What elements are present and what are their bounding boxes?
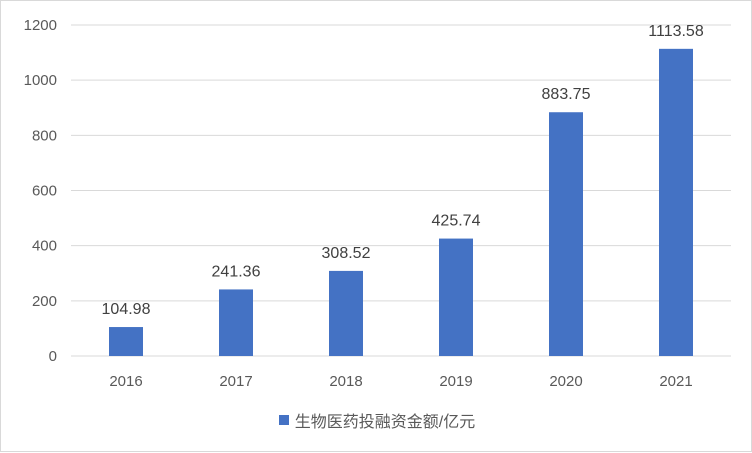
bar: [219, 289, 253, 356]
y-tick-label: 1000: [24, 72, 57, 89]
y-tick-label: 400: [32, 238, 57, 255]
bar: [549, 112, 583, 356]
legend: 生物医药投融资金额/亿元: [1, 408, 752, 432]
data-label: 883.75: [542, 86, 591, 103]
x-tick-label: 2018: [329, 373, 362, 390]
data-label: 308.52: [322, 245, 371, 262]
y-tick-label: 200: [32, 293, 57, 310]
bar: [659, 48, 693, 356]
data-label: 241.36: [212, 263, 261, 280]
data-label: 425.74: [432, 213, 481, 230]
x-tick-label: 2017: [219, 373, 252, 390]
data-label: 1113.58: [648, 23, 704, 40]
y-tick-label: 800: [32, 127, 57, 144]
data-label: 104.98: [102, 301, 151, 318]
x-tick-label: 2016: [109, 373, 142, 390]
legend-swatch: [278, 415, 289, 425]
x-tick-label: 2020: [549, 373, 582, 390]
bar: [329, 270, 363, 356]
bar: [109, 327, 143, 356]
x-tick-label: 2019: [439, 373, 472, 390]
legend-label: 生物医药投融资金额/亿元: [294, 414, 476, 431]
x-tick-label: 2021: [659, 373, 692, 390]
y-tick-label: 1200: [24, 17, 57, 34]
bar: [439, 238, 473, 356]
y-tick-label: 600: [32, 183, 57, 200]
y-tick-label: 0: [49, 348, 57, 365]
